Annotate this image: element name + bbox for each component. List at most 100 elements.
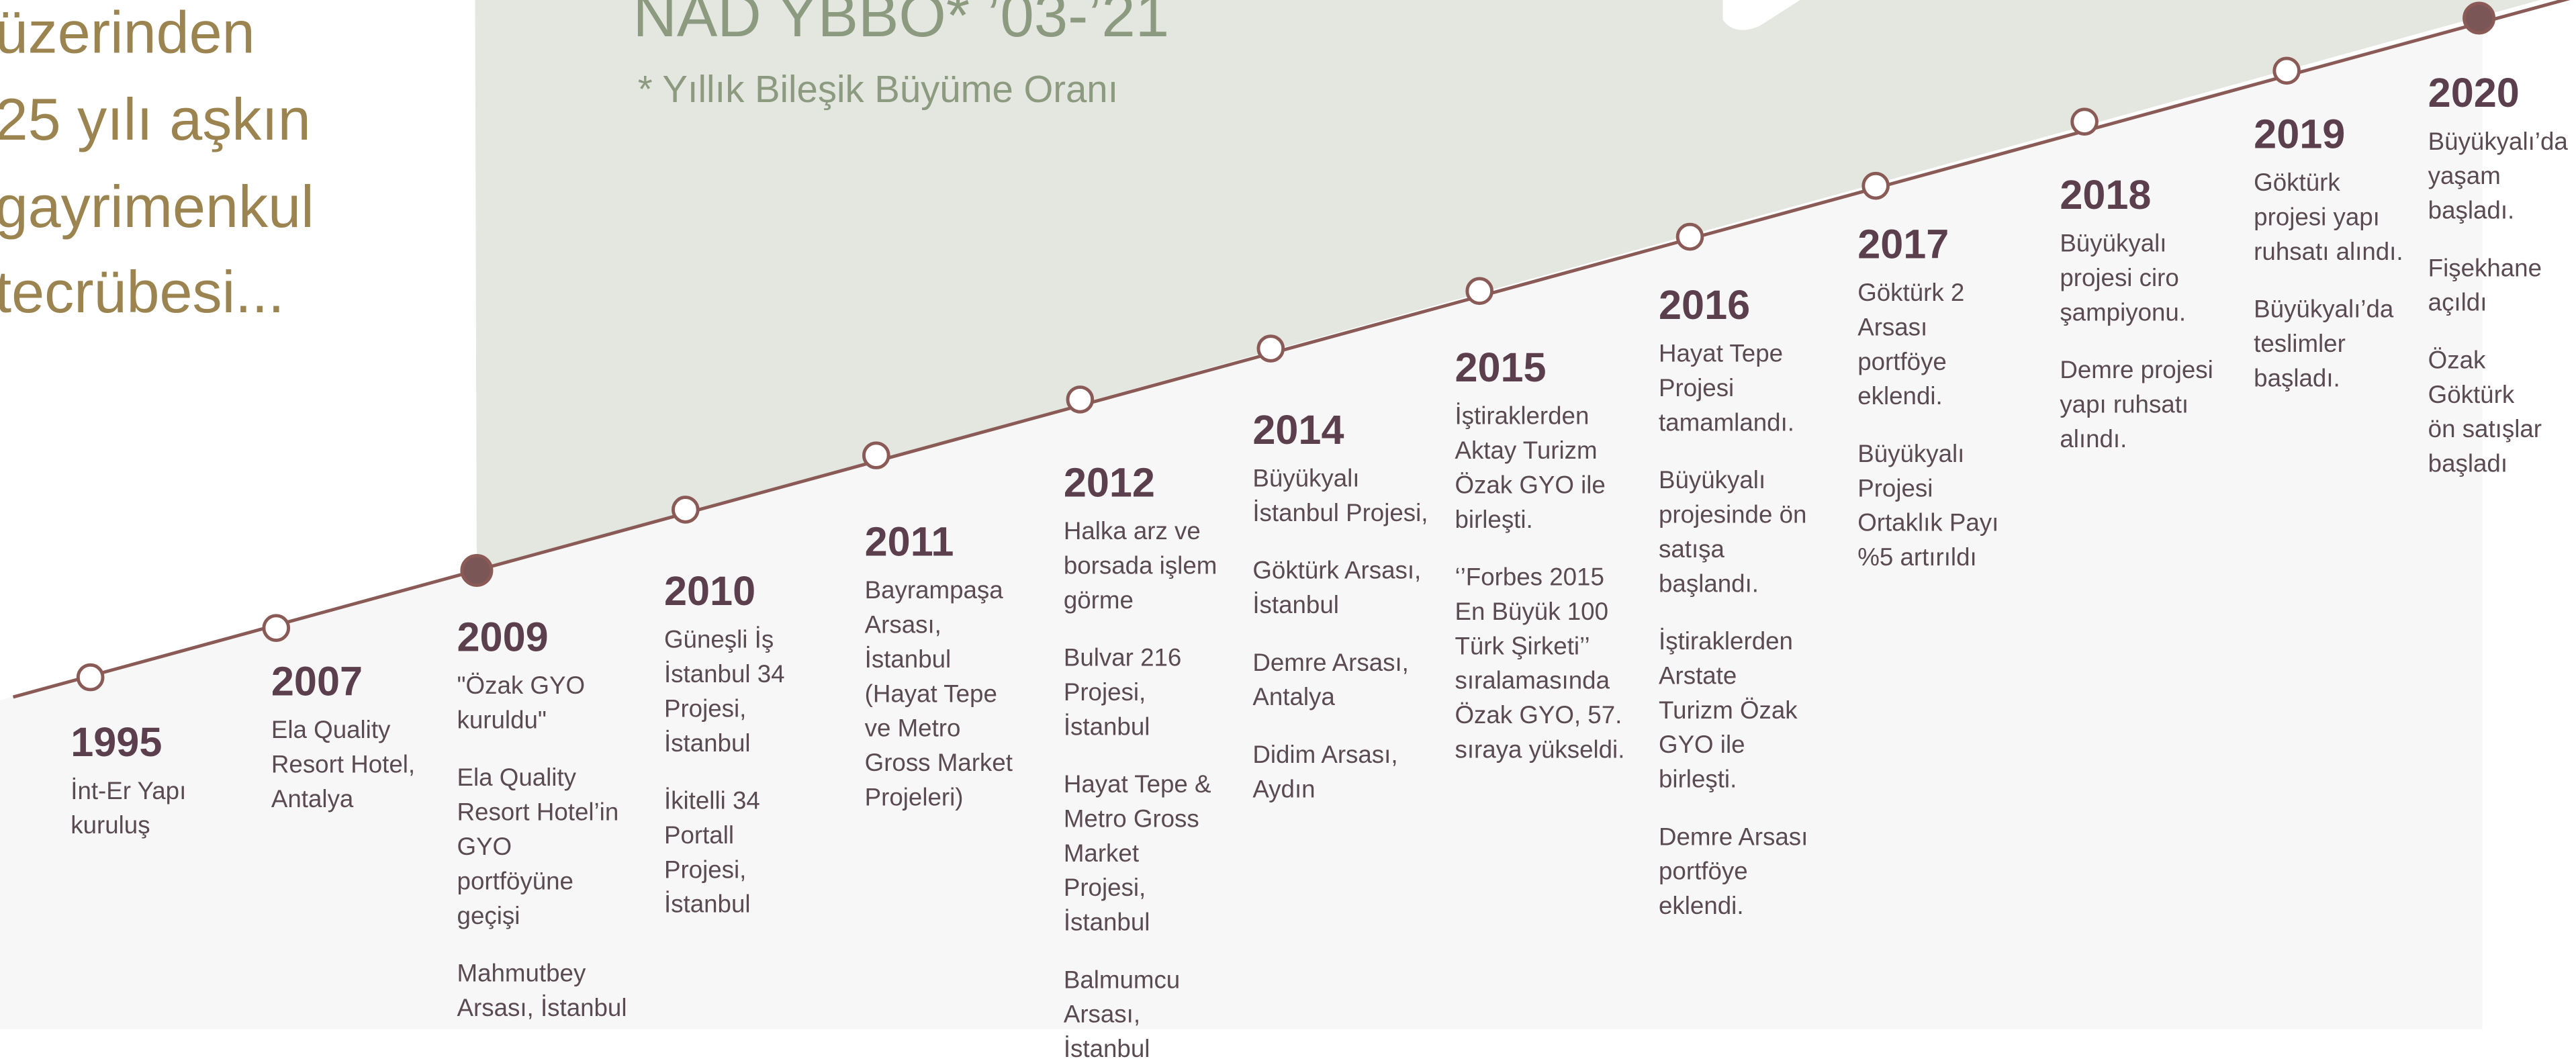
milestone-text: Göktürk xyxy=(2254,169,2340,196)
milestone-text: Büyükyalı xyxy=(2060,230,2166,257)
milestone-text: Göktürk Arsası, xyxy=(1252,557,1421,584)
milestone-text: portföye xyxy=(1857,348,1947,375)
milestone-text: İstanbul xyxy=(1064,909,1150,936)
milestone-text: İştiraklerden xyxy=(1455,402,1589,430)
milestone-text: "Özak GYO xyxy=(457,672,585,699)
milestone-text: Arsası, xyxy=(1064,1001,1140,1028)
milestone-text: Demre Arsası xyxy=(1659,823,1808,850)
milestone-text: başladı xyxy=(2428,450,2508,477)
milestone-text: İstanbul Projesi, xyxy=(1252,499,1428,526)
milestone-text: İstanbul xyxy=(1252,591,1339,618)
intro-line: 25 yılı aşkın xyxy=(0,86,311,152)
milestone-text: borsada işlem xyxy=(1064,551,1217,579)
milestone-text: Büyükyalı xyxy=(1252,465,1359,492)
timeline-point xyxy=(1861,171,1890,200)
milestone-text: Ortaklık Payı xyxy=(1857,509,1998,537)
milestone-text: Market xyxy=(1064,839,1139,867)
milestone-text: Aydın xyxy=(1252,775,1315,802)
milestone-text: Projesi xyxy=(1659,374,1734,402)
milestone-text: ön satışlar xyxy=(2428,415,2542,443)
milestone-text: Gross Market xyxy=(865,749,1013,776)
milestone-text: Metro Gross xyxy=(1064,804,1199,832)
milestone-text: geçişi xyxy=(457,902,520,929)
milestone-text: İstanbul xyxy=(664,890,751,918)
milestone-year: 2007 xyxy=(271,659,363,704)
milestone-text: başladı. xyxy=(2254,364,2340,391)
milestone-text: %5 artırıldı xyxy=(1857,543,1976,571)
milestone-text: satışa xyxy=(1659,535,1725,563)
lower-band xyxy=(0,19,2483,1029)
milestone-year: 2018 xyxy=(2060,172,2151,218)
timeline-point xyxy=(2272,56,2301,85)
timeline-line xyxy=(12,0,2571,699)
milestone-text: Fişekhane xyxy=(2428,254,2542,281)
milestone-text: Arsası xyxy=(1857,313,1927,340)
milestone-text: birleşti. xyxy=(1455,506,1532,533)
milestone-text: Projesi, xyxy=(664,856,746,883)
milestone-text: şampiyonu. xyxy=(2060,298,2186,326)
milestone-text: Aktay Turizm xyxy=(1455,436,1597,464)
milestone-text: kuruldu" xyxy=(457,706,547,733)
milestone-text: birleşti. xyxy=(1659,766,1737,793)
milestone-text: Büyükyalı xyxy=(1857,440,1964,467)
milestone-text: En Büyük 100 xyxy=(1455,598,1608,625)
timeline-point xyxy=(672,496,700,524)
milestone-text: ‘’Forbes 2015 xyxy=(1455,563,1604,591)
milestone-text: İnt-Er Yapı xyxy=(71,777,186,804)
milestone-text: Büyükyalı xyxy=(1659,466,1765,494)
milestone-text: Projesi, xyxy=(664,694,746,722)
milestone-year: 2016 xyxy=(1659,282,1750,328)
milestone-text: Antalya xyxy=(271,785,354,813)
milestone-text: Demre Arsası, xyxy=(1252,649,1409,676)
milestone-text: teslimler xyxy=(2254,330,2346,357)
milestone-text: eklendi. xyxy=(1659,892,1744,919)
milestone-text: sıralamasında xyxy=(1455,667,1610,694)
milestone-text: GYO ile xyxy=(1659,731,1745,758)
milestone-text: Ela Quality xyxy=(271,716,391,743)
timeline-point xyxy=(76,663,105,692)
milestone-text: Büyükyalı’da xyxy=(2428,128,2569,155)
milestone-text: tamamlandı. xyxy=(1659,408,1794,436)
timeline-point xyxy=(862,441,890,469)
milestone-text: Antalya xyxy=(1252,683,1335,710)
milestone-text: projesi ciro xyxy=(2060,264,2178,291)
intro-line: gayrimenkul xyxy=(0,173,314,240)
milestone-text: Arstate xyxy=(1659,661,1737,689)
milestone-year: 2011 xyxy=(865,518,954,564)
milestone-text: İstanbul 34 xyxy=(664,660,785,688)
milestone-year: 2010 xyxy=(664,568,755,614)
milestone-text: İkitelli 34 xyxy=(664,786,760,814)
milestone-text: İştiraklerden xyxy=(1659,627,1793,655)
milestone-text: Özak xyxy=(2428,346,2486,373)
milestone-text: Hayat Tepe & xyxy=(1064,770,1211,798)
milestone-text: Demre projesi xyxy=(2060,356,2213,383)
milestone-text: açıldı xyxy=(2428,289,2487,316)
milestone-text: İstanbul xyxy=(865,645,952,673)
milestone-text: ruhsatı alındı. xyxy=(2254,238,2403,265)
milestone-text: Göktürk 2 xyxy=(1857,279,1964,306)
milestone-text: başladı. xyxy=(2428,197,2515,224)
milestone-year: 2020 xyxy=(2428,70,2520,116)
milestone-text: Özak GYO ile xyxy=(1455,471,1605,498)
milestone-text: (Hayat Tepe xyxy=(865,680,997,707)
milestone-text: yaşam xyxy=(2428,162,2501,189)
milestone-text: Arsası, xyxy=(865,611,941,639)
milestone-text: yapı ruhsatı xyxy=(2060,390,2189,418)
milestone-text: Ela Quality xyxy=(457,764,577,791)
arrow-tip xyxy=(1722,0,1800,30)
milestone-text: Türk Şirketi’’ xyxy=(1455,632,1590,659)
milestone-text: Didim Arsası, xyxy=(1252,741,1397,768)
milestone-year: 2009 xyxy=(457,614,549,659)
milestone-text: İstanbul xyxy=(1064,712,1150,740)
milestone-text: İstanbul xyxy=(1064,1035,1150,1061)
milestone-text: portföyüne xyxy=(457,867,573,894)
milestone-year: 2012 xyxy=(1064,459,1155,505)
milestone-text: GYO xyxy=(457,833,512,860)
milestone-text: sıraya yükseldi. xyxy=(1455,736,1624,764)
timeline-point xyxy=(2070,107,2099,136)
milestone-text: görme xyxy=(1064,586,1134,614)
milestone-text: Projesi xyxy=(1857,474,1933,502)
milestone-text: ve Metro xyxy=(865,714,961,742)
timeline-point xyxy=(460,554,494,587)
